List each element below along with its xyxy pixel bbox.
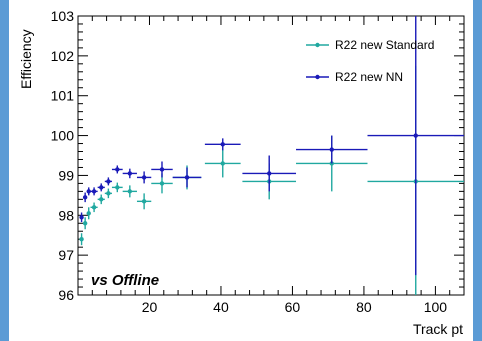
legend-label: R22 new NN xyxy=(335,70,403,84)
data-point xyxy=(79,212,84,223)
data-point xyxy=(172,167,202,188)
point-marker xyxy=(267,171,272,176)
point-marker xyxy=(82,221,88,226)
x-tick-label: 20 xyxy=(142,299,158,315)
point-marker xyxy=(127,171,133,176)
x-tick-label: 100 xyxy=(424,299,448,315)
vs-offline-annotation: vs Offline xyxy=(91,272,159,289)
data-point xyxy=(97,183,105,192)
x-tick-label: 40 xyxy=(213,299,229,315)
data-point xyxy=(86,207,91,220)
x-tick-label: 60 xyxy=(285,299,301,315)
x-tick-label: 80 xyxy=(356,299,372,315)
point-marker xyxy=(106,179,111,184)
point-marker xyxy=(99,185,104,190)
data-point xyxy=(90,202,98,213)
data-point xyxy=(86,187,91,196)
point-marker xyxy=(115,185,120,190)
efficiency-chart: 20 40 60 80 100 96 97 98 99 100 101 102 103 R22 new … xyxy=(18,8,465,337)
y-tick-label: 98 xyxy=(58,207,74,223)
x-axis-title: Track pt xyxy=(413,321,463,337)
data-point xyxy=(136,171,152,184)
point-marker xyxy=(159,167,165,172)
data-point xyxy=(97,194,105,205)
y-tick-label: 102 xyxy=(51,48,75,64)
point-marker xyxy=(127,189,133,194)
chart-panel: 20 40 60 80 100 96 97 98 99 100 101 102 103 R22 new … xyxy=(9,0,473,341)
y-tick-label: 101 xyxy=(51,88,75,104)
data-point xyxy=(122,168,137,179)
series-0 xyxy=(79,65,464,295)
data-point xyxy=(79,233,84,246)
point-marker xyxy=(141,199,147,204)
point-marker xyxy=(141,175,147,180)
data-point xyxy=(242,155,297,192)
data-point xyxy=(204,149,241,178)
point-marker xyxy=(86,211,91,216)
point-marker xyxy=(79,237,84,242)
point-marker xyxy=(413,133,418,138)
y-axis-title: Efficiency xyxy=(18,29,34,89)
point-marker xyxy=(220,161,225,166)
data-point xyxy=(104,177,112,186)
legend-marker xyxy=(315,74,320,80)
point-marker xyxy=(79,215,84,220)
point-marker xyxy=(115,167,120,172)
data-point xyxy=(111,182,123,193)
point-marker xyxy=(184,175,190,180)
data-point xyxy=(367,16,464,276)
y-tick-label: 96 xyxy=(58,287,74,303)
data-point xyxy=(104,188,112,199)
point-marker xyxy=(159,181,165,186)
legend-marker xyxy=(315,42,320,48)
point-marker xyxy=(220,142,225,147)
data-point xyxy=(296,135,368,164)
y-tick-label: 97 xyxy=(58,247,74,263)
legend-label: R22 new Standard xyxy=(335,38,434,52)
data-point xyxy=(122,185,137,198)
legend-entry-0: R22 new Standard xyxy=(306,38,434,52)
data-point xyxy=(82,217,88,230)
plot-frame xyxy=(77,15,465,296)
data-point xyxy=(111,165,123,174)
series-1 xyxy=(79,16,464,276)
point-marker xyxy=(86,189,91,194)
point-marker xyxy=(99,197,104,202)
data-point xyxy=(90,187,98,196)
data-point xyxy=(82,192,88,203)
point-marker xyxy=(329,147,334,152)
point-marker xyxy=(91,189,97,194)
data-point xyxy=(136,193,152,210)
y-tick-label: 100 xyxy=(51,128,75,144)
point-marker xyxy=(91,205,97,210)
y-tick-label: 103 xyxy=(51,8,75,24)
data-point xyxy=(204,138,241,151)
data-point xyxy=(151,161,173,178)
point-marker xyxy=(106,191,111,196)
point-marker xyxy=(82,195,88,200)
legend-entry-1: R22 new NN xyxy=(306,70,403,84)
y-tick-label: 99 xyxy=(58,167,74,183)
